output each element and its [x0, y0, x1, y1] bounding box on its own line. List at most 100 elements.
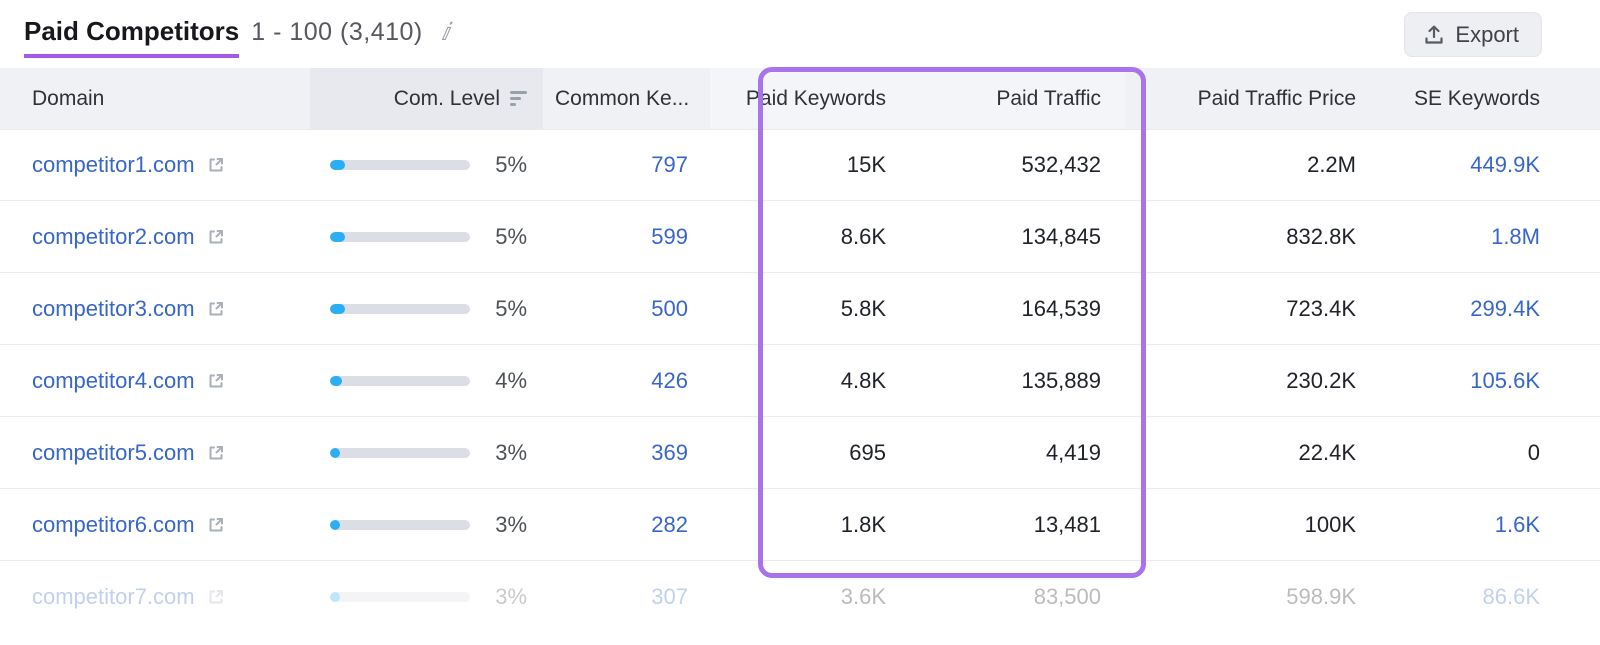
paid-traffic-price-cell: 832.8K [1125, 224, 1380, 250]
com-level-value: 5% [495, 295, 527, 321]
competition-level-bar [330, 447, 470, 458]
column-header-paid-traffic[interactable]: Paid Traffic [910, 68, 1125, 129]
paid-keywords-value: 8.6K [840, 223, 886, 249]
competition-level-bar [330, 303, 470, 314]
domain-link[interactable]: competitor7.com [32, 584, 195, 609]
paid-keywords-value: 1.8K [840, 511, 886, 537]
common-keywords-link[interactable]: 307 [651, 584, 688, 609]
common-keywords-cell: 369 [543, 440, 710, 466]
domain-link[interactable]: competitor2.com [32, 223, 195, 249]
paid-keywords-cell: 3.6K [710, 584, 910, 610]
paid-traffic-value: 164,539 [1021, 295, 1101, 321]
column-header-common-keywords[interactable]: Common Ke... [543, 68, 710, 129]
com-level-cell: 3% [310, 584, 543, 610]
column-header-label: Paid Keywords [745, 86, 886, 110]
column-header-domain[interactable]: Domain [0, 68, 310, 129]
export-icon [1423, 24, 1445, 46]
column-header-paid-keywords[interactable]: Paid Keywords [710, 68, 910, 129]
com-level-value: 5% [495, 152, 527, 177]
common-keywords-link[interactable]: 599 [651, 223, 688, 249]
domain-cell: competitor2.com [0, 224, 310, 250]
competition-level-bar-fill [330, 519, 341, 530]
paid-competitors-table: Domain Com. Level Common Ke... Paid Keyw… [0, 68, 1600, 633]
table-row: competitor2.com 5% 599 8.6K 134,845 [0, 201, 1600, 273]
info-icon[interactable]: ⅈ [440, 20, 450, 46]
external-link-icon[interactable] [207, 444, 225, 462]
domain-link[interactable]: competitor1.com [32, 152, 195, 177]
external-link-icon[interactable] [207, 156, 225, 174]
com-level-value: 3% [495, 439, 527, 465]
paid-traffic-price-cell: 598.9K [1125, 584, 1380, 610]
se-keywords-link[interactable]: 86.6K [1482, 584, 1541, 609]
domain-cell: competitor3.com [0, 296, 310, 322]
external-link-icon[interactable] [207, 228, 225, 246]
se-keywords-link[interactable]: 105.6K [1470, 367, 1540, 393]
column-header-label: Com. Level [393, 86, 500, 110]
se-keywords-link: 0 [1527, 439, 1540, 465]
paid-traffic-cell: 135,889 [910, 368, 1125, 394]
paid-traffic-value: 135,889 [1021, 367, 1101, 393]
se-keywords-link[interactable]: 1.8M [1491, 223, 1540, 249]
column-header-label: Domain [32, 86, 105, 110]
paid-traffic-cell: 164,539 [910, 296, 1125, 322]
se-keywords-cell: 105.6K [1380, 368, 1568, 394]
paid-traffic-price-value: 2.2M [1307, 152, 1356, 177]
common-keywords-link[interactable]: 797 [651, 152, 688, 177]
column-header-se-keywords[interactable]: SE Keywords [1380, 68, 1568, 129]
common-keywords-link[interactable]: 282 [651, 511, 688, 537]
table-header-row: Domain Com. Level Common Ke... Paid Keyw… [0, 68, 1600, 129]
paid-keywords-cell: 1.8K [710, 512, 910, 538]
paid-keywords-value: 4.8K [840, 367, 886, 393]
paid-traffic-price-value: 832.8K [1286, 223, 1356, 249]
export-button[interactable]: Export [1404, 12, 1542, 57]
common-keywords-link[interactable]: 500 [651, 295, 688, 321]
common-keywords-link[interactable]: 369 [651, 439, 688, 465]
report-header: Paid Competitors 1 - 100 (3,410) ⅈ Expor… [0, 0, 1600, 68]
paid-traffic-value: 83,500 [1033, 584, 1101, 609]
domain-cell: competitor5.com [0, 440, 310, 466]
se-keywords-link[interactable]: 299.4K [1470, 295, 1540, 321]
common-keywords-link[interactable]: 426 [651, 367, 688, 393]
se-keywords-link[interactable]: 1.6K [1494, 511, 1540, 537]
se-keywords-cell: 299.4K [1380, 296, 1568, 322]
com-level-cell: 5% [310, 224, 543, 250]
se-keywords-cell: 86.6K [1380, 584, 1568, 610]
result-range: 1 - 100 (3,410) [251, 18, 423, 46]
common-keywords-cell: 426 [543, 368, 710, 394]
competition-level-bar-fill [330, 160, 345, 170]
competition-level-bar [330, 160, 470, 170]
se-keywords-cell: 1.8M [1380, 224, 1568, 250]
paid-keywords-cell: 5.8K [710, 296, 910, 322]
domain-link[interactable]: competitor3.com [32, 295, 195, 321]
paid-keywords-value: 3.6K [840, 584, 886, 609]
column-header-paid-traffic-price[interactable]: Paid Traffic Price [1125, 68, 1380, 129]
external-link-icon[interactable] [207, 300, 225, 318]
column-header-label: Paid Traffic Price [1197, 86, 1356, 110]
header-spacer [1568, 68, 1600, 129]
paid-traffic-cell: 83,500 [910, 584, 1125, 610]
domain-link[interactable]: competitor4.com [32, 367, 195, 393]
se-keywords-link[interactable]: 449.9K [1470, 152, 1540, 177]
com-level-value: 3% [495, 584, 527, 609]
paid-traffic-price-cell: 100K [1125, 512, 1380, 538]
com-level-cell: 5% [310, 296, 543, 322]
table-row: competitor4.com 4% 426 4.8K 135,889 [0, 345, 1600, 417]
paid-traffic-value: 134,845 [1021, 223, 1101, 249]
sort-descending-icon [510, 91, 527, 106]
external-link-icon[interactable] [207, 588, 225, 606]
column-header-com-level[interactable]: Com. Level [310, 68, 543, 129]
competition-level-bar-fill [330, 375, 343, 386]
paid-traffic-cell: 13,481 [910, 512, 1125, 538]
external-link-icon[interactable] [207, 516, 225, 534]
domain-cell: competitor7.com [0, 584, 310, 610]
external-link-icon[interactable] [207, 372, 225, 390]
domain-link[interactable]: competitor6.com [32, 511, 195, 537]
se-keywords-cell: 1.6K [1380, 512, 1568, 538]
domain-link[interactable]: competitor5.com [32, 439, 195, 465]
competition-level-bar-fill [330, 231, 345, 242]
paid-traffic-price-value: 230.2K [1286, 367, 1356, 393]
competition-level-bar-fill [330, 592, 341, 602]
common-keywords-cell: 797 [543, 152, 710, 178]
competition-level-bar [330, 375, 470, 386]
domain-cell: competitor4.com [0, 368, 310, 394]
